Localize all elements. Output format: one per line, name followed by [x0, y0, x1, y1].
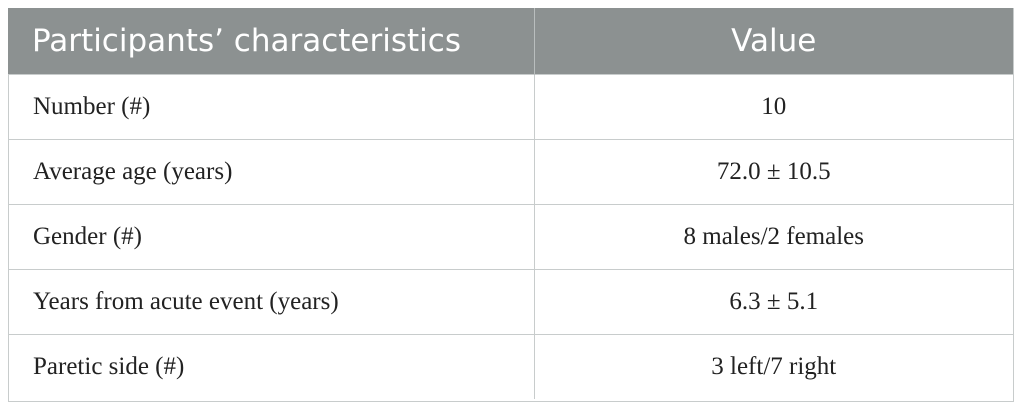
table-row: Paretic side (#) 3 left/7 right: [8, 334, 1013, 399]
table-row: Years from acute event (years) 6.3 ± 5.1: [8, 269, 1013, 335]
row-value: 10: [534, 74, 1013, 140]
table-row: Number (#) 10: [8, 74, 1013, 140]
row-value: 3 left/7 right: [534, 334, 1013, 399]
row-label: Average age (years): [8, 139, 535, 205]
table-row: Gender (#) 8 males/2 females: [8, 204, 1013, 270]
row-label: Gender (#): [8, 204, 535, 270]
row-label: Number (#): [8, 74, 535, 140]
row-value: 8 males/2 females: [534, 204, 1013, 270]
characteristics-table-frame: Participants’ characteristics Value Numb…: [8, 8, 1014, 402]
row-value: 6.3 ± 5.1: [534, 269, 1013, 335]
header-characteristics: Participants’ characteristics: [8, 8, 535, 75]
row-label: Years from acute event (years): [8, 269, 535, 335]
participants-characteristics-table: Participants’ characteristics Value Numb…: [8, 8, 1013, 399]
table-row: Average age (years) 72.0 ± 10.5: [8, 139, 1013, 205]
row-value: 72.0 ± 10.5: [534, 139, 1013, 205]
header-value: Value: [534, 8, 1013, 75]
table-header-row: Participants’ characteristics Value: [8, 8, 1013, 75]
row-label: Paretic side (#): [8, 334, 535, 399]
